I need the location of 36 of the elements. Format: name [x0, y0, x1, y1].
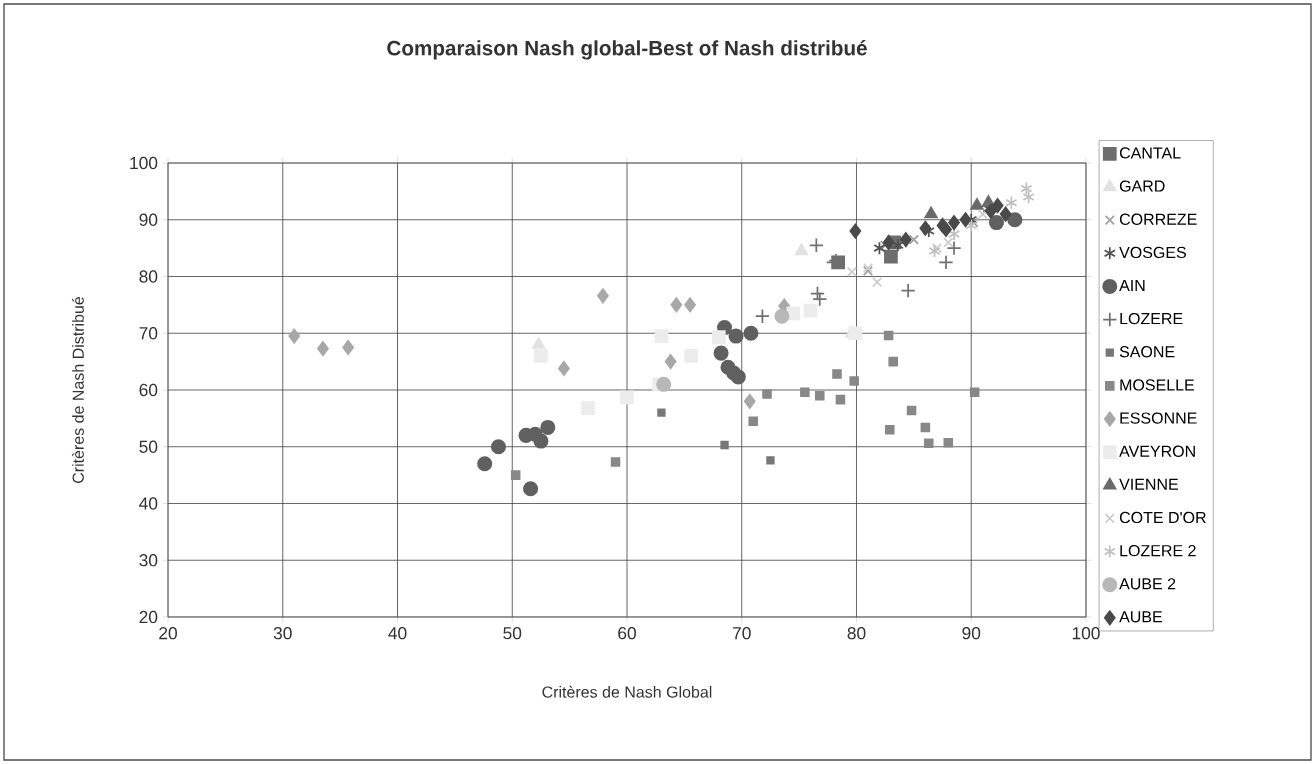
legend-label: GARD: [1119, 180, 1165, 192]
legend-label: CANTAL: [1119, 147, 1181, 159]
legend-label: LOZERE: [1120, 312, 1183, 325]
x-tick-label: 100: [1072, 627, 1100, 640]
y-tick-label: 90: [139, 213, 158, 226]
legend-label: MOSELLE: [1120, 379, 1194, 391]
y-tick-label: 40: [139, 497, 158, 510]
legend-label: AUBE 2: [1119, 578, 1176, 590]
y-tick-label: 20: [139, 610, 158, 624]
y-tick-label: 30: [139, 554, 158, 567]
legend-label: VOSGES: [1119, 246, 1186, 259]
x-tick-label: 30: [273, 627, 292, 640]
y-tick-label: 80: [139, 270, 158, 283]
y-axis-title: Critères de Nash Distribué: [71, 296, 84, 483]
legend-label: SAONE: [1119, 346, 1175, 358]
x-tick-label: 70: [733, 627, 751, 640]
legend-label: AUBE: [1119, 611, 1162, 623]
x-tick-label: 90: [962, 627, 981, 640]
x-axis-title: Critères de Nash Global: [542, 685, 712, 698]
x-tick-label: 60: [618, 627, 636, 640]
y-tick-label: 50: [139, 440, 158, 453]
legend-label: AVEYRON: [1119, 445, 1195, 457]
legend-label: LOZERE 2: [1120, 544, 1196, 557]
legend-label: VIENNE: [1119, 478, 1178, 490]
legend-label: COTE D'OR: [1119, 511, 1206, 524]
y-tick-label: 100: [130, 156, 158, 170]
x-tick-label: 40: [388, 627, 407, 640]
x-tick-label: 80: [847, 627, 866, 640]
x-tick-label: 50: [503, 627, 522, 640]
y-tick-label: 60: [139, 383, 158, 397]
x-tick-label: 20: [159, 627, 177, 640]
legend-label: CORREZE: [1119, 213, 1197, 225]
legend-label: AIN: [1119, 279, 1145, 291]
chart-title: Comparaison Nash global-Best of Nash distribué: [387, 40, 867, 60]
legend-label: ESSONNE: [1120, 412, 1197, 424]
y-tick-label: 70: [139, 327, 158, 340]
